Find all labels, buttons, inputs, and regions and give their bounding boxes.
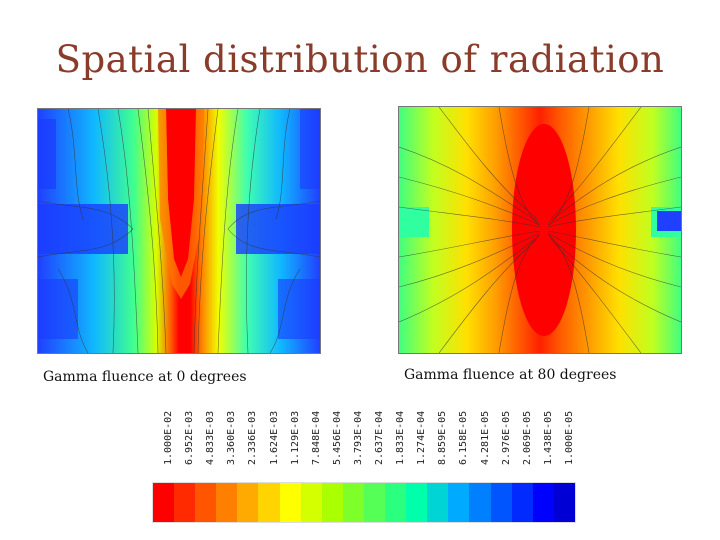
colorbar-tick-label: 2.336E-03	[239, 398, 259, 476]
colorbar-swatch	[511, 483, 533, 522]
colorbar-tick-text: 2.069E-05	[521, 410, 533, 465]
colorbar-tick-text: 1.274E-04	[416, 410, 428, 465]
colorbar-tick-label: 1.624E-03	[261, 398, 280, 476]
colorbar-tick-text: 2.336E-03	[247, 410, 259, 465]
colorbar-tick-text: 6.158E-05	[458, 410, 470, 465]
fluence-map-0-degrees	[37, 108, 321, 354]
colorbar-swatch	[258, 483, 280, 522]
colorbar-tick-text: 8.859E-05	[437, 410, 449, 465]
colorbar-swatch	[279, 483, 301, 522]
colorbar-tick-text: 4.281E-05	[479, 410, 491, 465]
colorbar-swatch	[342, 483, 364, 522]
colorbar-tick-text: 6.952E-03	[184, 410, 196, 465]
colorbar-tick-label: 1.000E-05	[556, 398, 575, 476]
colorbar-tick-label: 4.281E-05	[472, 398, 491, 476]
colorbar-tick-label: 2.976E-05	[493, 398, 512, 476]
colorbar-tick-label: 4.833E-03	[197, 398, 217, 476]
colorbar-tick-label: 1.833E-04	[387, 398, 407, 476]
colorbar-swatch	[448, 483, 470, 522]
colorbar-swatch	[469, 483, 491, 522]
colorbar-tick-label: 1.274E-04	[408, 398, 428, 476]
colorbar-tick-text: 1.438E-05	[542, 410, 554, 465]
colorbar	[152, 482, 576, 523]
colorbar-swatch	[406, 483, 428, 522]
colorbar-swatch	[195, 483, 217, 522]
colorbar-tick-label: 6.952E-03	[176, 398, 196, 476]
colorbar-swatch	[174, 483, 196, 522]
colorbar-swatch	[490, 483, 512, 522]
colorbar-tick-label: 6.158E-05	[450, 398, 470, 476]
colorbar-swatch	[237, 483, 259, 522]
colorbar-tick-text: 4.833E-03	[205, 410, 217, 465]
colorbar-tick-text: 1.624E-03	[268, 410, 280, 465]
colorbar-tick-label: 1.438E-05	[535, 398, 554, 476]
colorbar-tick-text: 7.848E-04	[310, 410, 322, 465]
colorbar-tick-text: 1.129E-03	[289, 410, 301, 465]
colorbar-tick-text: 2.976E-05	[500, 410, 512, 465]
colorbar-swatch	[153, 483, 175, 522]
colorbar-tick-label: 1.000E-02	[155, 398, 174, 476]
colorbar-tick-label: 2.069E-05	[514, 398, 533, 476]
colorbar-swatch	[321, 483, 343, 522]
colorbar-tick-label: 1.129E-03	[282, 398, 301, 476]
colorbar-tick-label: 3.793E-04	[345, 398, 364, 476]
colorbar-tick-text: 3.360E-03	[226, 410, 238, 465]
slide-title: Spatial distribution of radiation	[55, 38, 665, 81]
colorbar-tick-label: 8.859E-05	[429, 398, 449, 476]
colorbar-swatch	[363, 483, 386, 522]
colorbar-swatch	[427, 483, 449, 522]
colorbar-tick-text: 1.833E-04	[395, 410, 407, 465]
colorbar-tick-text: 1.000E-02	[163, 410, 174, 465]
colorbar-tick-label: 2.637E-04	[366, 398, 385, 476]
colorbar-tick-label: 5.456E-04	[324, 398, 343, 476]
colorbar-swatch	[385, 483, 407, 522]
colorbar-tick-text: 5.456E-04	[331, 410, 343, 465]
colorbar-swatch	[532, 483, 554, 522]
colorbar-tick-text: 3.793E-04	[352, 410, 364, 465]
fluence-map-0-image	[38, 109, 320, 353]
fluence-map-80-image	[399, 107, 681, 353]
caption-80-degrees: Gamma fluence at 80 degrees	[404, 367, 617, 383]
colorbar-tick-label: 7.848E-04	[303, 398, 322, 476]
colorbar-tick-text: 2.637E-04	[374, 410, 385, 465]
caption-0-degrees: Gamma fluence at 0 degrees	[43, 369, 247, 385]
colorbar-swatch	[216, 483, 238, 522]
colorbar-tick-label: 3.360E-03	[218, 398, 238, 476]
colorbar-swatch	[300, 483, 322, 522]
colorbar-tick-labels: 1.000E-02 6.952E-03 4.833E-03 3.360E-03 2.33…	[152, 398, 575, 476]
colorbar-tick-text: 1.000E-05	[563, 410, 575, 465]
fluence-map-80-degrees	[398, 106, 682, 354]
colorbar-swatch	[553, 483, 575, 522]
